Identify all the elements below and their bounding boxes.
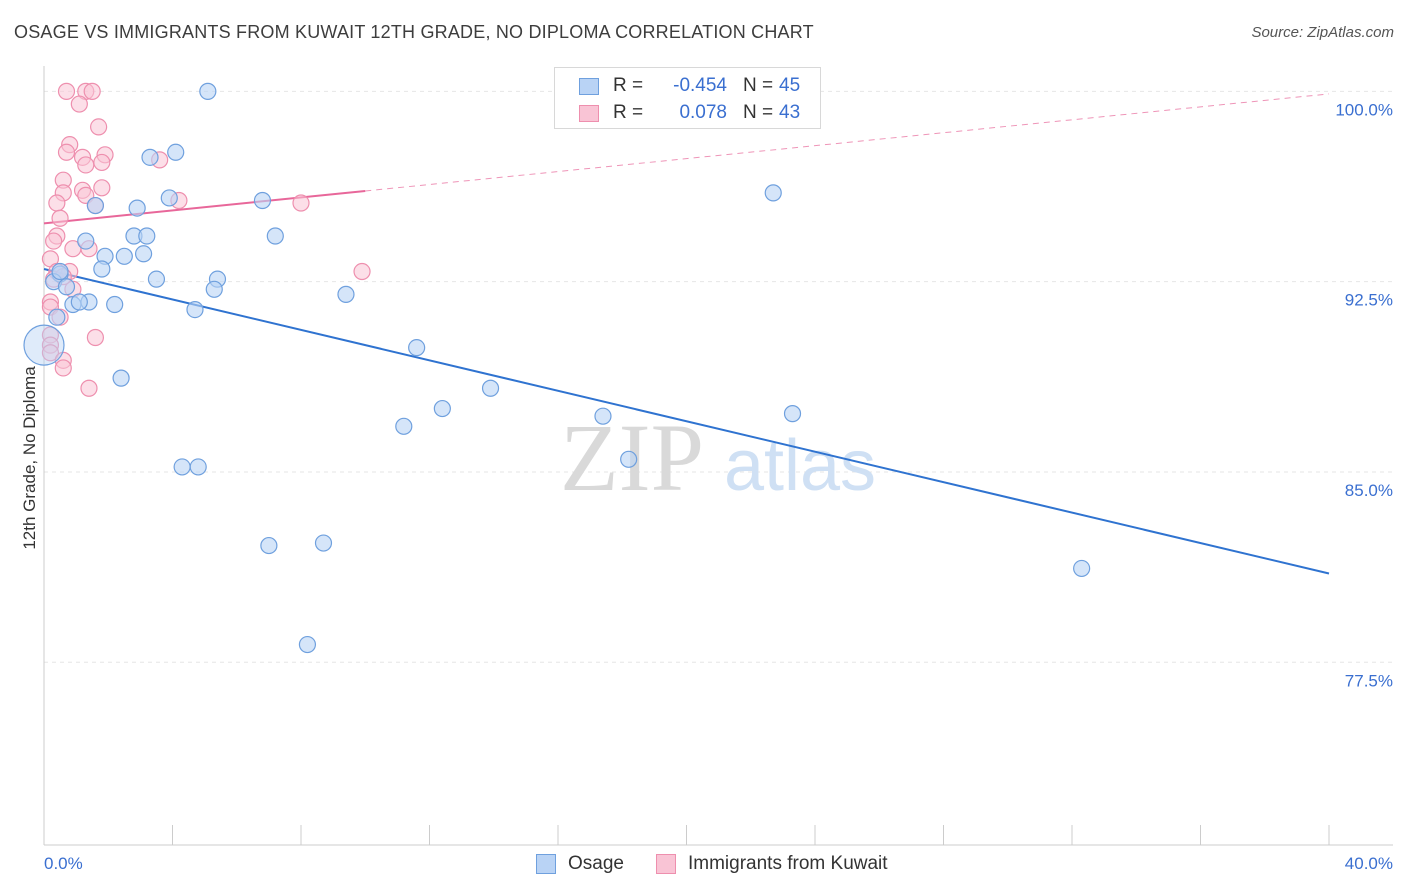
r-label: R = xyxy=(613,75,644,96)
osage-point xyxy=(57,278,76,296)
source-label: Source: ZipAtlas.com xyxy=(1251,24,1394,41)
tick-labels: 100.0% 92.5% 85.0% 77.5% 0.0% 40.0% xyxy=(44,100,1393,873)
kuwait-point xyxy=(83,82,101,100)
n-value: 43 xyxy=(779,102,801,123)
osage-point xyxy=(433,399,451,418)
osage-legend-swatch xyxy=(536,854,556,874)
osage-point xyxy=(186,300,204,319)
osage-point xyxy=(115,247,133,265)
r-value: -0.454 xyxy=(673,75,727,96)
y-tick-label: 100.0% xyxy=(1335,100,1393,119)
gridlines xyxy=(44,90,1394,663)
osage-point xyxy=(138,227,156,245)
kuwait-point xyxy=(48,194,66,212)
osage-point xyxy=(134,245,153,263)
osage-point xyxy=(481,379,500,397)
watermark-atlas: atlas xyxy=(724,426,876,506)
kuwait-point xyxy=(77,156,95,174)
osage-point xyxy=(337,285,355,303)
osage-points xyxy=(23,82,1091,654)
kuwait-swatch xyxy=(579,104,599,122)
kuwait-point xyxy=(57,143,76,161)
kuwait-point xyxy=(54,359,72,377)
osage-point xyxy=(314,534,333,552)
kuwait-point xyxy=(45,232,63,250)
osage-point xyxy=(189,458,207,476)
kuwait-point xyxy=(57,82,76,100)
osage-point xyxy=(199,82,217,100)
x-tick-label: 0.0% xyxy=(44,854,83,873)
kuwait-point xyxy=(93,179,111,197)
osage-legend-label: Osage xyxy=(568,853,624,874)
kuwait-point xyxy=(41,344,60,362)
osage-point xyxy=(173,458,191,476)
r-label: R = xyxy=(613,102,644,123)
osage-point xyxy=(260,536,278,555)
x-tick-label: 40.0% xyxy=(1345,854,1393,873)
y-tick-label: 85.0% xyxy=(1345,481,1393,500)
osage-point xyxy=(106,295,124,314)
osage-point xyxy=(395,417,413,435)
kuwait-point xyxy=(93,153,111,172)
n-label: N = xyxy=(743,75,774,96)
legend-row-osage: R = -0.454 N = 45 xyxy=(579,73,800,99)
osage-point xyxy=(112,369,130,387)
osage-point xyxy=(205,280,223,298)
kuwait-trend-extension xyxy=(365,93,1330,192)
osage-point xyxy=(1073,559,1091,578)
osage-point xyxy=(764,184,782,202)
osage-point xyxy=(23,324,65,366)
osage-point xyxy=(48,308,66,326)
osage-point xyxy=(51,262,69,281)
series-legend: Osage Immigrants from Kuwait xyxy=(0,851,1406,877)
osage-trend-line xyxy=(43,268,1330,575)
watermark: ZIP atlas xyxy=(560,404,876,511)
osage-point xyxy=(167,143,185,161)
kuwait-point xyxy=(292,194,310,212)
osage-point xyxy=(141,148,159,166)
osage-point xyxy=(93,260,111,278)
kuwait-point xyxy=(70,95,88,113)
legend-item-osage: Osage xyxy=(536,853,624,875)
osage-point xyxy=(594,407,612,425)
osage-point xyxy=(783,405,802,423)
kuwait-point xyxy=(80,379,98,397)
y-tick-label: 77.5% xyxy=(1345,671,1393,690)
osage-point xyxy=(298,635,317,654)
osage-swatch xyxy=(579,77,599,95)
osage-point xyxy=(77,232,95,250)
trend-lines xyxy=(43,93,1330,575)
osage-point xyxy=(70,293,88,311)
osage-point xyxy=(86,196,105,215)
y-tick-label: 92.5% xyxy=(1345,291,1393,310)
osage-point xyxy=(408,339,426,357)
kuwait-point xyxy=(90,118,108,136)
axes xyxy=(43,66,1393,846)
correlation-legend: R = -0.454 N = 45 R = 0.078 N = 43 xyxy=(554,67,821,129)
kuwait-legend-label: Immigrants from Kuwait xyxy=(688,853,888,874)
kuwait-point xyxy=(51,209,69,227)
osage-point xyxy=(266,227,284,245)
legend-item-kuwait: Immigrants from Kuwait xyxy=(656,853,888,875)
osage-point xyxy=(147,270,166,288)
kuwait-trend-line xyxy=(43,189,366,225)
kuwait-legend-swatch xyxy=(656,854,676,874)
kuwait-point xyxy=(353,262,371,281)
osage-point xyxy=(160,189,178,207)
n-label: N = xyxy=(743,102,774,123)
r-value: 0.078 xyxy=(679,102,727,123)
osage-point xyxy=(253,191,272,210)
osage-point xyxy=(620,450,638,468)
kuwait-point xyxy=(86,328,105,347)
chart-title: OSAGE VS IMMIGRANTS FROM KUWAIT 12TH GRA… xyxy=(14,22,814,42)
legend-row-kuwait: R = 0.078 N = 43 xyxy=(579,100,800,126)
n-value: 45 xyxy=(779,75,801,96)
osage-point xyxy=(128,199,146,217)
